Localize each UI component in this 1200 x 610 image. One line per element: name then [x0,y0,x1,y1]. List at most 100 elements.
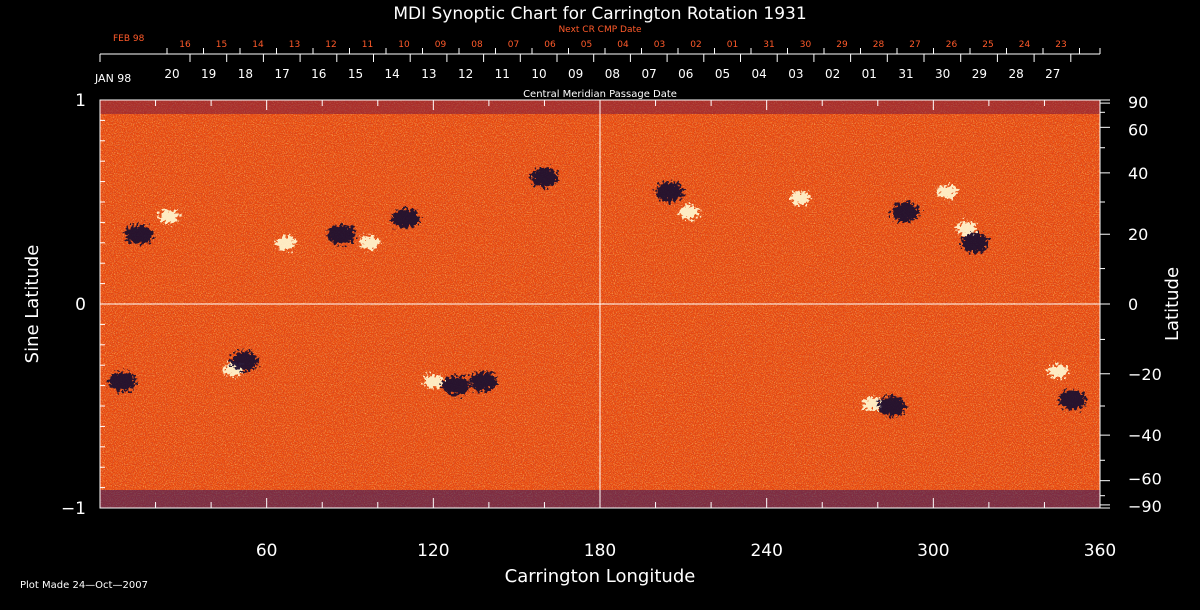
y-tick-right-label: 0 [1128,295,1138,314]
active-region-negative [530,167,559,188]
upper-date-label: 04 [617,40,629,50]
active-region-negative [441,375,470,396]
lower-date-label: 01 [862,67,877,81]
upper-date-label: 05 [581,40,592,50]
lower-date-label: 27 [1045,67,1060,81]
upper-date-label: 02 [690,40,701,50]
lower-date-label: 31 [898,67,913,81]
x-tick-label: 240 [750,541,782,561]
active-region-negative [891,202,920,223]
next-cr-label: Next CR CMP Date [558,25,642,35]
upper-date-label: 26 [946,40,958,50]
active-region-negative [1058,389,1087,410]
x-axis-label: Carrington Longitude [505,566,696,587]
active-region-positive [790,190,810,205]
upper-date-label: 01 [727,40,738,50]
upper-date-label: 16 [179,40,191,50]
y-tick-right-label: −60 [1128,470,1162,489]
lower-date-label: 09 [568,67,583,81]
upper-date-label: 06 [544,40,556,50]
lower-date-label: 17 [274,67,289,81]
lower-date-label: 02 [825,67,840,81]
y-tick-right-label: −20 [1128,365,1162,384]
active-regions [108,167,1087,416]
lower-date-label: 08 [605,67,620,81]
lower-date-label: 04 [752,67,767,81]
active-region-positive [423,374,444,389]
y-tick-left-label: −1 [61,499,86,519]
x-tick-label: 120 [417,541,449,561]
active-region-positive [1048,364,1069,379]
y-axis-right-label: Latitude [1162,267,1183,341]
lower-date-label: 30 [935,67,950,81]
upper-date-label: 27 [909,40,920,50]
upper-date-label: 15 [216,40,227,50]
upper-date-label: 08 [471,40,483,50]
lower-date-label: 12 [458,67,473,81]
lower-date-label: 19 [201,67,216,81]
active-region-negative [961,232,989,253]
lower-date-label: 10 [531,67,546,81]
active-region-positive [956,221,977,236]
upper-date-label: 12 [325,40,336,50]
y-tick-right-label: −40 [1128,426,1162,445]
y-axis-right: 90 60 40 20 0 −20 −40 −60 −90 [1100,93,1162,516]
plot-made-footer: Plot Made 24—Oct—2007 [20,580,148,591]
upper-date-label: 29 [836,40,848,50]
upper-date-label: 13 [289,40,300,50]
lower-date-label: 20 [164,67,179,81]
y-tick-right-label: 90 [1128,93,1148,112]
lower-date-label: 16 [311,67,326,81]
active-region-positive [862,396,883,411]
active-region-negative [108,371,137,392]
upper-date-label: 14 [252,40,264,50]
upper-date-label: 25 [982,40,993,50]
upper-date-label: 24 [1019,40,1031,50]
x-tick-label: 300 [917,541,949,561]
x-tick-label: 360 [1084,541,1116,561]
active-region-negative [655,181,684,202]
lower-date-label: 11 [495,67,510,81]
y-axis-left-label: Sine Latitude [22,245,43,364]
active-region-negative [469,371,498,392]
active-region-negative [391,208,420,229]
lower-date-label: 15 [348,67,363,81]
upper-date-label: 03 [654,40,665,50]
active-region-positive [937,184,958,199]
lower-date-label: 28 [1008,67,1023,81]
active-region-negative [877,396,906,416]
active-region-negative [327,224,356,245]
active-region-negative [124,224,153,245]
central-meridian-label: Central Meridian Passage Date [523,89,677,100]
y-tick-left-label: 1 [75,91,86,111]
y-tick-right-label: 20 [1128,225,1148,244]
chart-title: MDI Synoptic Chart for Carrington Rotati… [393,4,806,24]
upper-date-label: 07 [508,40,519,50]
upper-date-label: 31 [763,40,774,50]
y-tick-right-label: 40 [1128,164,1148,183]
y-tick-right-label: 60 [1128,120,1148,139]
lower-month-label: JAN 98 [94,72,131,85]
lower-date-label: 06 [678,67,693,81]
x-tick-label: 60 [256,541,278,561]
upper-date-label: 09 [435,40,447,50]
upper-date-label: 23 [1055,40,1066,50]
lower-date-label: 18 [238,67,253,81]
date-axis: 16 15 14 13 12 11 10 09 08 07 06 05 04 03 02 01 31 30 29 28… [99,40,1101,81]
active-region-positive [276,235,297,250]
y-axis-left: 1 0 −1 [61,91,110,519]
y-tick-right-label: −90 [1128,497,1162,516]
active-region-positive [359,235,380,250]
upper-date-label: 10 [398,40,410,50]
upper-date-label: 11 [362,40,373,50]
x-axis: 60 120 180 240 300 360 [99,100,1116,561]
upper-month-label: FEB 98 [113,34,145,44]
x-tick-label: 180 [584,541,616,561]
upper-date-label: 30 [800,40,812,50]
lower-date-label: 07 [641,67,656,81]
active-region-positive [159,209,180,224]
lower-date-label: 05 [715,67,730,81]
lower-date-label: 13 [421,67,436,81]
lower-date-label: 29 [972,67,987,81]
